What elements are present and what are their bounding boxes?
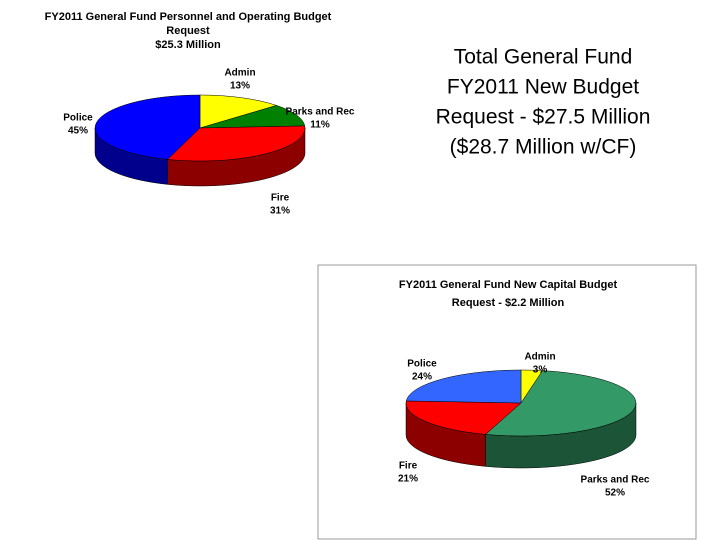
pie-slice: [199, 105, 306, 129]
slice-name: Admin: [224, 68, 255, 79]
slice-value: 52%: [605, 488, 625, 499]
slice-value: 45%: [68, 126, 88, 137]
slice-name: Parks and Rec: [581, 475, 650, 486]
chart-title: FY2011 General Fund Personnel and Operat…: [45, 11, 332, 23]
slice-name: Admin: [524, 352, 555, 363]
pie-slice: [94, 94, 201, 160]
pie-slice: [405, 400, 522, 435]
slice-name: Police: [63, 113, 93, 124]
heading-line: ($28.7 Million w/CF): [450, 136, 637, 159]
slice-name: Fire: [399, 461, 418, 472]
chart-title: Request - $2.2 Million: [452, 297, 565, 309]
slice-value: 21%: [398, 474, 418, 485]
chart-title: $25.3 Million: [155, 39, 221, 51]
slice-value: 11%: [310, 120, 330, 131]
chart-title: FY2011 General Fund New Capital Budget: [399, 279, 618, 291]
slice-value: 24%: [412, 372, 432, 383]
heading-line: FY2011 New Budget: [447, 76, 639, 99]
pie-slice: [405, 369, 522, 404]
slice-value: 31%: [270, 206, 290, 217]
slice-name: Fire: [271, 193, 290, 204]
heading-line: Total General Fund: [454, 46, 633, 69]
chart-title: Request: [166, 25, 210, 37]
slice-name: Police: [407, 359, 437, 370]
pie-slice: [484, 370, 637, 437]
pie-slice: [199, 94, 278, 129]
heading-line: Request - $27.5 Million: [436, 106, 651, 129]
slice-value: 3%: [533, 365, 548, 376]
slice-value: 13%: [230, 81, 250, 92]
slice-name: Parks and Rec: [286, 107, 355, 118]
pie-slice: [166, 125, 306, 162]
